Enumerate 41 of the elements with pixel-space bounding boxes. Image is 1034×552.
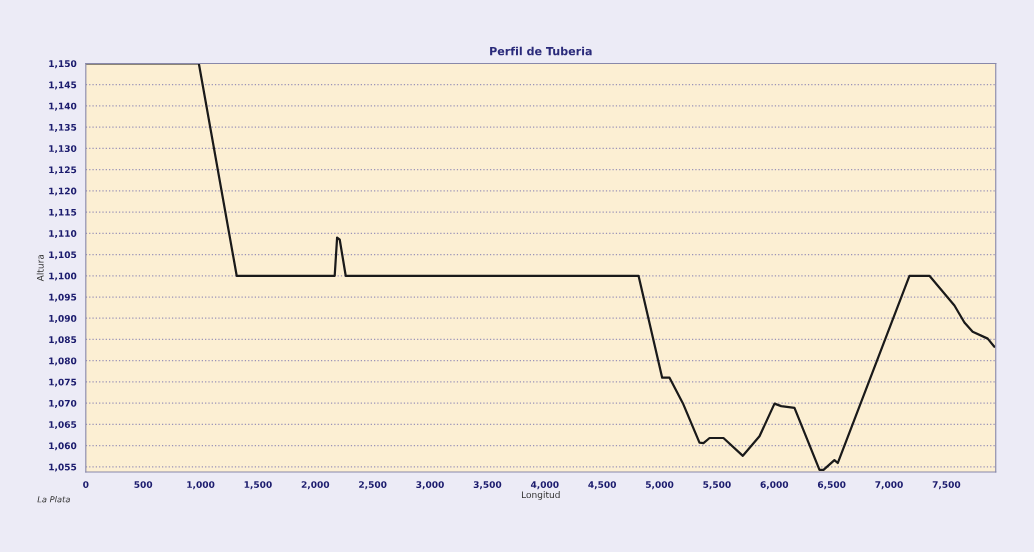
y-tick-label: 1,055 bbox=[49, 463, 77, 472]
y-tick-label: 1,090 bbox=[49, 314, 77, 323]
x-tick-label: 5,500 bbox=[703, 481, 731, 490]
y-tick-label: 1,140 bbox=[49, 102, 77, 111]
x-axis-title: Longitud bbox=[521, 491, 560, 500]
x-tick-label: 4,000 bbox=[530, 481, 559, 490]
x-tick-label: 3,500 bbox=[473, 481, 502, 490]
x-tick-label: 500 bbox=[134, 481, 153, 488]
x-tick-label: 0 bbox=[83, 481, 89, 488]
x-tick-label: 1,500 bbox=[244, 481, 272, 490]
x-tick-label: 3,000 bbox=[416, 481, 444, 490]
text: La Plata bbox=[37, 495, 70, 503]
x-tick-label: 7,500 bbox=[932, 481, 961, 490]
y-tick-label: 1,150 bbox=[49, 60, 77, 69]
y-tick-label: 1,110 bbox=[49, 230, 77, 239]
x-tick-label: 5,000 bbox=[645, 481, 674, 490]
y-tick-label: 1,080 bbox=[49, 357, 77, 366]
y-tick-label: 1,085 bbox=[49, 336, 77, 345]
y-tick-label: 1,120 bbox=[49, 187, 77, 196]
y-axis-title: Altura bbox=[36, 254, 44, 282]
x-tick-label: 4,500 bbox=[588, 481, 617, 490]
y-tick-label: 1,135 bbox=[49, 123, 77, 132]
y-tick-label: 1,115 bbox=[49, 208, 77, 217]
x-tick-label: 1,000 bbox=[187, 481, 215, 490]
x-tick-label: 2,500 bbox=[359, 481, 387, 490]
y-tick-label: 1,100 bbox=[49, 272, 77, 281]
y-tick-label: 1,075 bbox=[49, 378, 77, 387]
y-tick-label: 1,065 bbox=[49, 421, 77, 430]
x-tick-label: 6,500 bbox=[817, 481, 846, 490]
y-tick-label: 1,130 bbox=[49, 145, 77, 154]
y-tick-label: 1,070 bbox=[49, 399, 77, 408]
y-tick-label: 1,125 bbox=[49, 166, 77, 175]
x-tick-label: 7,000 bbox=[875, 481, 903, 490]
y-tick-label: 1,060 bbox=[49, 442, 77, 451]
y-tick-label: 1,105 bbox=[49, 251, 77, 260]
y-tick-label: 1,145 bbox=[49, 81, 77, 90]
chart-title: Perfil de Tuberia bbox=[490, 46, 592, 56]
y-tick-label: 1,095 bbox=[49, 293, 77, 302]
line-series bbox=[85, 63, 996, 471]
x-tick-label: 2,000 bbox=[301, 481, 330, 490]
x-tick-label: 6,000 bbox=[760, 481, 789, 490]
